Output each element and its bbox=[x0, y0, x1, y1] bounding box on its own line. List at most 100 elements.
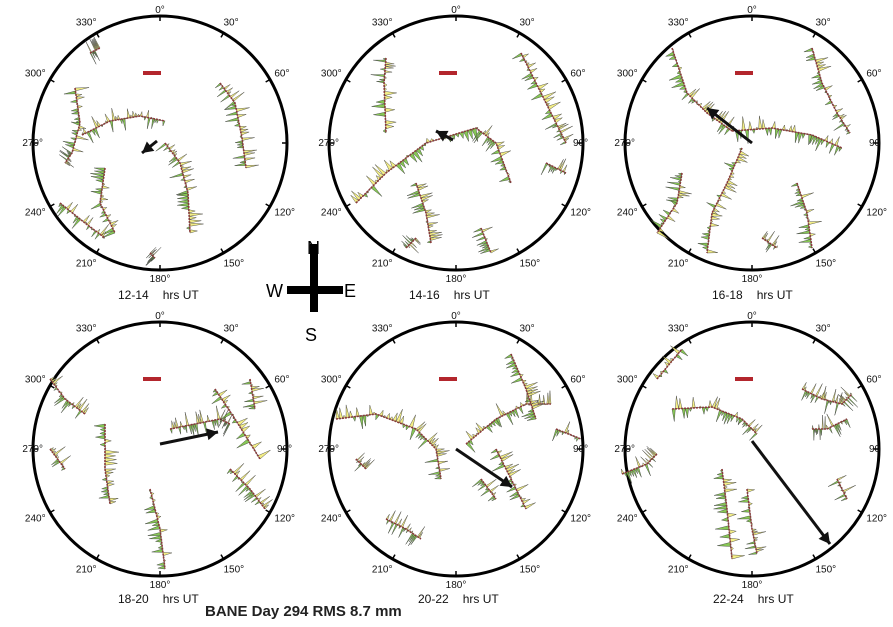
panel-caption-1: 12-14 hrs UT bbox=[118, 288, 199, 302]
compass-vertical-bar bbox=[310, 244, 318, 312]
residual-spike bbox=[189, 222, 204, 227]
residual-spike bbox=[717, 508, 728, 514]
residual-spike bbox=[241, 137, 255, 141]
residual-spike bbox=[235, 482, 246, 492]
residual-spike bbox=[409, 427, 417, 441]
residual-spike bbox=[714, 492, 726, 496]
residual-spike bbox=[244, 475, 256, 486]
residual-spike bbox=[429, 232, 442, 236]
residual-spike bbox=[412, 150, 423, 163]
residual-spike bbox=[640, 456, 649, 465]
tick-label: 150° bbox=[224, 564, 245, 575]
residual-spike bbox=[698, 102, 703, 107]
residual-spike bbox=[199, 409, 204, 423]
residual-spike bbox=[838, 394, 846, 402]
residual-spike bbox=[385, 61, 395, 65]
residual-spike bbox=[189, 219, 202, 224]
residual-spike bbox=[690, 88, 700, 99]
residual-spike bbox=[775, 128, 779, 139]
residual-spike bbox=[798, 132, 803, 144]
residual-spike bbox=[819, 428, 821, 440]
residual-spike bbox=[248, 406, 256, 410]
tick-mark bbox=[265, 384, 272, 389]
residual-spike bbox=[188, 209, 196, 214]
satellite-track bbox=[49, 448, 66, 470]
satellite-track bbox=[104, 424, 111, 505]
residual-spike bbox=[504, 463, 513, 470]
residual-spike bbox=[385, 124, 394, 130]
panel-time-range: 20-22 bbox=[418, 592, 449, 606]
residual-spike bbox=[109, 220, 119, 226]
residual-spike bbox=[376, 80, 385, 84]
residual-spike bbox=[510, 371, 521, 377]
residual-spike bbox=[489, 248, 499, 254]
tick-mark bbox=[687, 31, 692, 38]
residual-spike bbox=[194, 423, 199, 437]
residual-spike bbox=[232, 155, 245, 159]
residual-spike bbox=[236, 417, 248, 426]
polar-panel: 0° 30° 60° 90° 120° 150° 180° 210° 240° 270° 300° 3… bbox=[318, 5, 591, 285]
residual-spike bbox=[237, 114, 247, 118]
residual-spike bbox=[741, 508, 751, 513]
residual-spike bbox=[373, 59, 387, 63]
residual-spike bbox=[824, 416, 826, 430]
residual-spike bbox=[220, 94, 231, 103]
residual-spike bbox=[625, 471, 633, 484]
residual-spike bbox=[351, 190, 362, 201]
residual-spike bbox=[71, 108, 79, 112]
residual-spike bbox=[144, 518, 159, 525]
residual-spike bbox=[418, 145, 425, 151]
satellite-track bbox=[149, 488, 166, 570]
residual-spike bbox=[710, 216, 720, 220]
residual-spike bbox=[723, 478, 732, 483]
residual-spike bbox=[392, 412, 398, 422]
tick-label: 180° bbox=[150, 580, 171, 591]
residual-spike bbox=[835, 394, 839, 403]
scale-bar bbox=[735, 71, 753, 75]
residual-spike bbox=[65, 161, 74, 168]
residual-spike bbox=[815, 428, 818, 435]
tick-label: 270° bbox=[318, 444, 339, 455]
residual-spike bbox=[339, 407, 343, 419]
residual-spike bbox=[541, 112, 553, 120]
residual-spike bbox=[730, 414, 735, 422]
residual-spike bbox=[109, 120, 114, 133]
residual-spike bbox=[526, 396, 530, 400]
tick-mark bbox=[812, 337, 817, 344]
residual-spike bbox=[373, 111, 386, 117]
residual-spike bbox=[215, 419, 219, 428]
residual-spike bbox=[741, 495, 749, 500]
residual-spike bbox=[563, 133, 574, 140]
residual-spike bbox=[70, 204, 79, 214]
tick-mark bbox=[344, 384, 351, 389]
tick-label: 300° bbox=[25, 69, 46, 80]
satellite-track bbox=[219, 82, 247, 169]
scale-bar bbox=[143, 377, 161, 381]
satellite-track bbox=[405, 237, 417, 249]
tick-label: 330° bbox=[76, 324, 97, 335]
panel-time-range: 14-16 bbox=[409, 288, 440, 302]
tick-mark bbox=[687, 248, 692, 255]
residual-spike bbox=[74, 87, 90, 92]
residual-spike bbox=[170, 149, 176, 154]
residual-spike bbox=[437, 460, 448, 465]
tick-label: 150° bbox=[224, 258, 245, 269]
scale-bar bbox=[143, 71, 161, 75]
residual-spike bbox=[427, 222, 438, 226]
residual-spike bbox=[506, 362, 517, 369]
tick-label: 180° bbox=[150, 274, 171, 285]
residual-spike bbox=[218, 389, 228, 397]
residual-spike bbox=[768, 127, 773, 136]
tick-label: 180° bbox=[446, 580, 467, 591]
residual-spike bbox=[177, 196, 189, 200]
residual-spike bbox=[716, 495, 726, 500]
tick-mark bbox=[812, 31, 817, 38]
residual-spike bbox=[691, 397, 696, 409]
residual-spike bbox=[243, 149, 257, 154]
residual-spike bbox=[251, 388, 264, 392]
residual-spike bbox=[678, 398, 683, 409]
residual-spike bbox=[244, 398, 254, 402]
residual-spike bbox=[221, 421, 227, 429]
tick-label: 270° bbox=[22, 444, 43, 455]
residual-spike bbox=[803, 386, 807, 391]
